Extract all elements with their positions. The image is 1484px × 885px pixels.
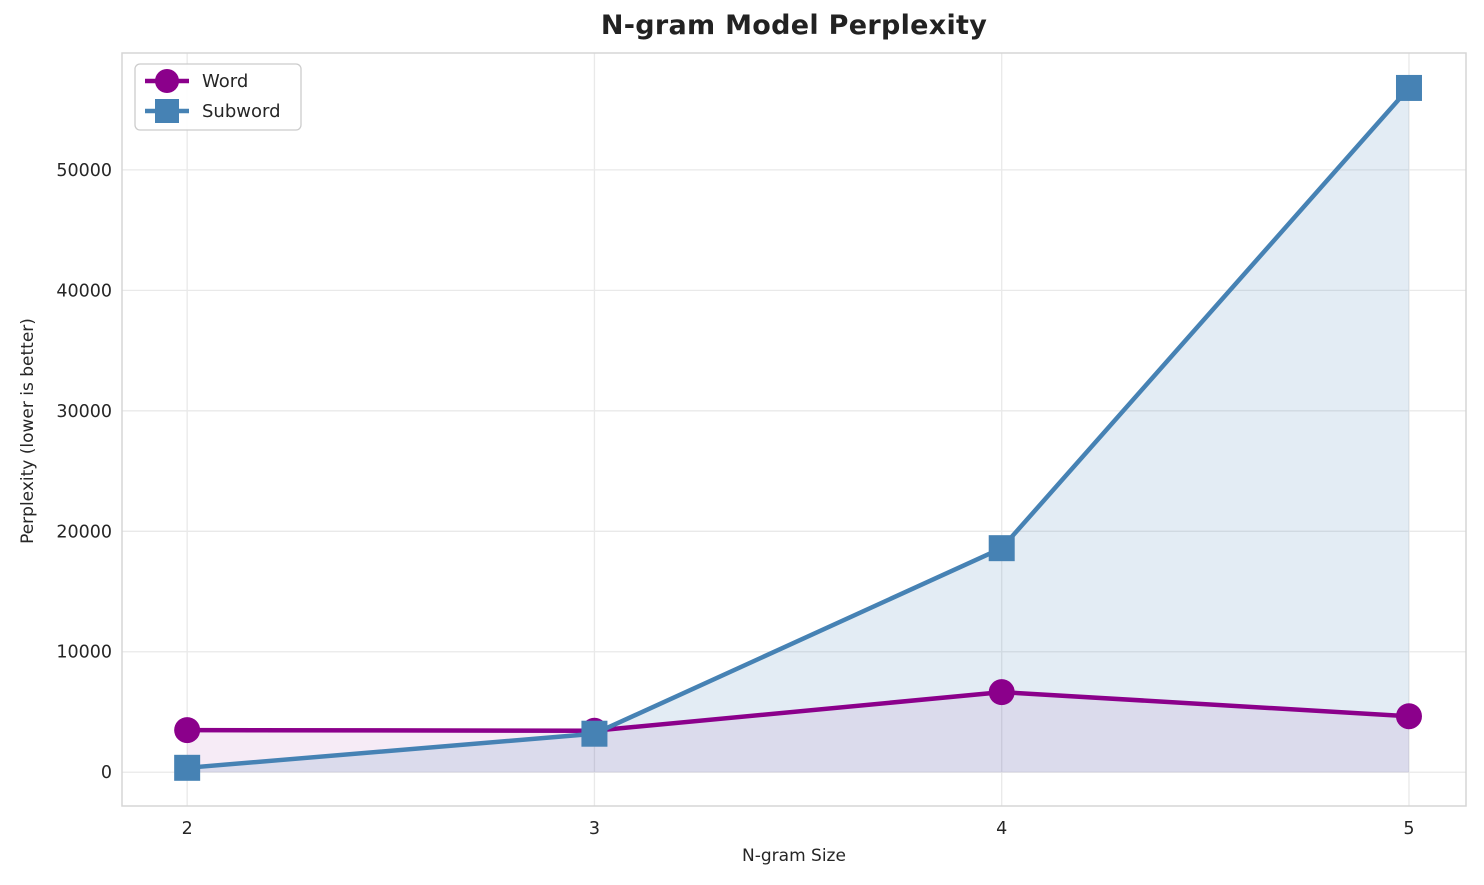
x-axis-label: N-gram Size <box>742 846 846 866</box>
series-fill-word <box>187 692 1409 773</box>
y-tick-label: 0 <box>101 763 112 783</box>
y-tick-label: 20000 <box>56 522 112 542</box>
y-axis-label: Perplexity (lower is better) <box>18 318 38 544</box>
data-point-subword <box>1395 74 1422 101</box>
legend-label-subword: Subword <box>202 101 281 122</box>
axes-spines <box>121 52 1467 807</box>
data-point-subword <box>174 754 201 781</box>
y-tick-label: 30000 <box>56 402 112 422</box>
chart-title: N-gram Model Perplexity <box>600 10 988 41</box>
y-tick-label: 50000 <box>56 161 112 181</box>
x-tick-label: 2 <box>182 819 193 839</box>
y-tick-label: 40000 <box>56 281 112 301</box>
y-tick-label: 10000 <box>56 643 112 663</box>
data-point-word <box>988 679 1015 706</box>
legend-marker-subword <box>155 99 179 123</box>
x-tick-label: 5 <box>1403 819 1414 839</box>
series-fill-subword <box>187 87 1409 773</box>
data-point-word <box>1395 703 1422 730</box>
data-point-subword <box>581 720 608 747</box>
data-point-word <box>174 717 201 744</box>
series-line-word <box>187 689 1410 733</box>
legend-label-word: Word <box>202 71 248 92</box>
data-point-subword <box>988 535 1015 562</box>
x-tick-label: 3 <box>589 819 600 839</box>
series-line-subword <box>186 86 1411 771</box>
x-tick-label: 4 <box>996 819 1007 839</box>
legend-marker-word <box>155 69 179 93</box>
